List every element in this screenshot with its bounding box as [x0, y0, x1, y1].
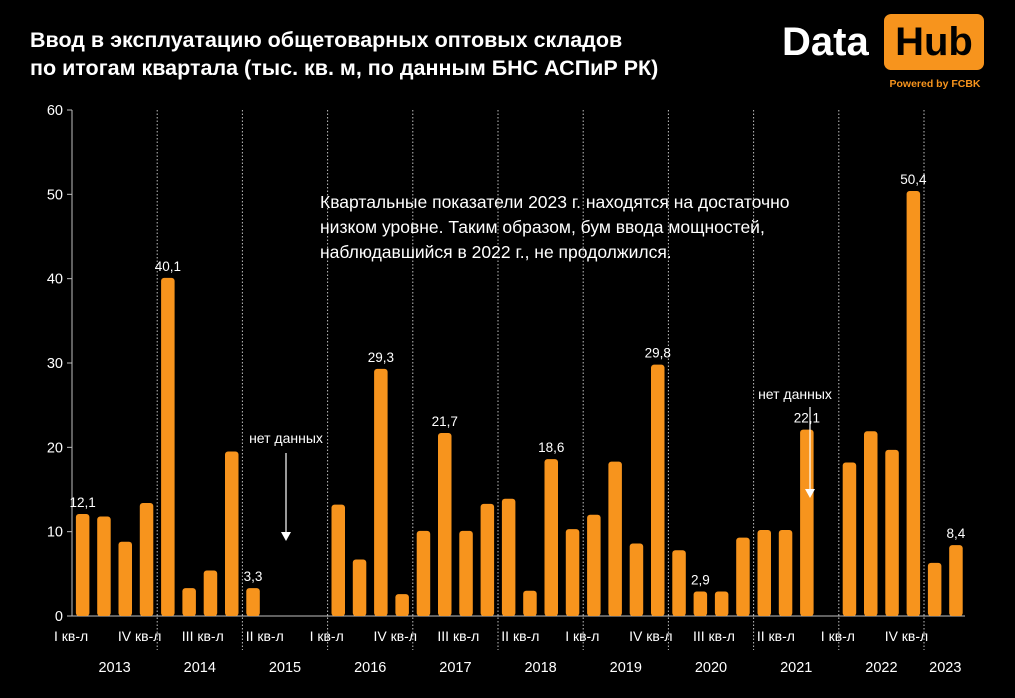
year-label-2015: 2015	[269, 660, 301, 676]
data-label-2022-q4: 50,4	[900, 172, 927, 187]
annotation-line-3: наблюдавшийся в 2022 г., не продолжился.	[320, 242, 672, 262]
y-tick-label: 40	[47, 272, 63, 288]
bar-2016-q1	[331, 504, 345, 616]
bar-2021-q1	[757, 529, 771, 616]
data-label-2023-q2: 8,4	[947, 526, 966, 541]
year-label-2020: 2020	[695, 660, 727, 676]
bar-2019-q3	[629, 543, 644, 616]
quarter-tick-label: IV кв-л	[629, 628, 673, 644]
bar-2018-q1	[501, 498, 516, 616]
chart-title-line-2: по итогам квартала (тыс. кв. м, по данны…	[30, 56, 659, 80]
y-tick-label: 30	[47, 356, 63, 372]
bar-2018-q2	[523, 590, 537, 616]
bar-2020-q2	[693, 591, 708, 616]
datahub-logo: Data Hub Powered by FCBK	[782, 14, 987, 94]
bar-2017-q1	[416, 530, 431, 616]
bar-2023-q1	[927, 562, 942, 616]
logo-powered-by: Powered by FCBK	[889, 78, 981, 90]
year-label-2022: 2022	[865, 660, 897, 676]
y-tick-label: 10	[47, 525, 63, 541]
y-tick-label: 20	[47, 440, 63, 456]
data-label-2017-q2: 21,7	[432, 414, 458, 429]
quarter-tick-label: IV кв-л	[118, 628, 162, 644]
bar-2019-q4	[651, 364, 665, 616]
bar-2022-q4	[906, 190, 921, 616]
bar-2018-q4	[565, 529, 580, 616]
quarter-tick-label: IV кв-л	[374, 628, 418, 644]
year-label-2023: 2023	[929, 660, 961, 676]
bar-2016-q4	[395, 594, 409, 616]
year-label-2019: 2019	[610, 660, 642, 676]
bar-2016-q3	[374, 368, 388, 616]
bar-2014-q1	[161, 277, 175, 616]
quarter-tick-label: III кв-л	[182, 628, 224, 644]
bar-2017-q4	[480, 503, 495, 616]
year-label-2021: 2021	[780, 660, 812, 676]
bar-2017-q3	[459, 530, 473, 616]
bar-2015-q1	[246, 588, 260, 616]
bar-2020-q3	[714, 591, 729, 616]
no-data-note-2015: нет данных	[249, 430, 323, 446]
year-label-2017: 2017	[439, 660, 471, 676]
no-data-arrow-head-2015	[281, 532, 291, 541]
bar-2020-q4	[736, 537, 750, 616]
bar-2013-q2	[97, 516, 111, 616]
quarter-tick-label: II кв-л	[501, 628, 539, 644]
quarter-tick-label: IV кв-л	[885, 628, 929, 644]
quarter-tick-label: I кв-л	[54, 628, 88, 644]
quarter-tick-label: II кв-л	[246, 628, 284, 644]
data-label-2021-q3: 22,1	[794, 411, 820, 426]
data-label-2015-q1: 3,3	[244, 569, 263, 584]
bar-2017-q2	[438, 432, 452, 616]
quarter-tick-label: III кв-л	[693, 628, 735, 644]
annotation-line-1: Квартальные показатели 2023 г. находятся…	[320, 192, 790, 212]
year-label-2013: 2013	[98, 660, 130, 676]
y-tick-label: 50	[47, 187, 63, 203]
bar-2021-q2	[778, 529, 793, 616]
bar-2019-q1	[587, 514, 601, 616]
bar-2022-q2	[864, 431, 878, 616]
bar-2021-q3	[800, 429, 814, 616]
bar-2022-q3	[885, 449, 899, 616]
quarter-tick-label: I кв-л	[821, 628, 855, 644]
bar-2016-q2	[352, 559, 367, 616]
bar-2022-q1	[842, 462, 857, 616]
year-label-2018: 2018	[524, 660, 556, 676]
bar-2013-q1	[75, 513, 90, 616]
annotation-line-2: низком уровне. Таким образом, бум ввода …	[320, 217, 765, 237]
data-label-2018-q3: 18,6	[538, 440, 564, 455]
data-label-2020-q2: 2,9	[691, 573, 710, 588]
quarter-tick-label: I кв-л	[565, 628, 599, 644]
logo-data-text: Data	[782, 20, 869, 64]
quarter-tick-label: III кв-л	[437, 628, 479, 644]
bar-2023-q2	[949, 545, 963, 616]
data-label-2014-q1: 40,1	[155, 259, 181, 274]
bar-2018-q3	[544, 459, 558, 616]
year-label-2016: 2016	[354, 660, 386, 676]
no-data-note-2021: нет данных	[758, 386, 832, 402]
bar-2013-q4	[139, 502, 154, 616]
bar-2014-q2	[182, 588, 196, 616]
bar-2014-q4	[225, 451, 239, 616]
chart-annotation: Квартальные показатели 2023 г. находятся…	[320, 190, 880, 265]
year-label-2014: 2014	[184, 660, 216, 676]
bar-2014-q3	[203, 570, 218, 616]
data-label-2019-q4: 29,8	[645, 346, 671, 361]
y-tick-label: 60	[47, 103, 63, 119]
chart-title-line-1: Ввод в эксплуатацию общетоварных оптовых…	[30, 28, 623, 52]
quarter-tick-label: I кв-л	[310, 628, 344, 644]
data-label-2016-q3: 29,3	[368, 350, 394, 365]
chart-title: Ввод в эксплуатацию общетоварных оптовых…	[30, 26, 730, 82]
y-tick-label: 0	[55, 609, 63, 625]
no-data-arrow-head-2021	[805, 489, 815, 498]
bar-2013-q3	[118, 541, 132, 616]
logo-hub-badge: Hub	[884, 14, 984, 70]
quarter-tick-label: II кв-л	[757, 628, 795, 644]
bar-2019-q2	[608, 461, 622, 616]
bar-2020-q1	[672, 550, 686, 616]
data-label-2013-q1: 12,1	[70, 495, 96, 510]
